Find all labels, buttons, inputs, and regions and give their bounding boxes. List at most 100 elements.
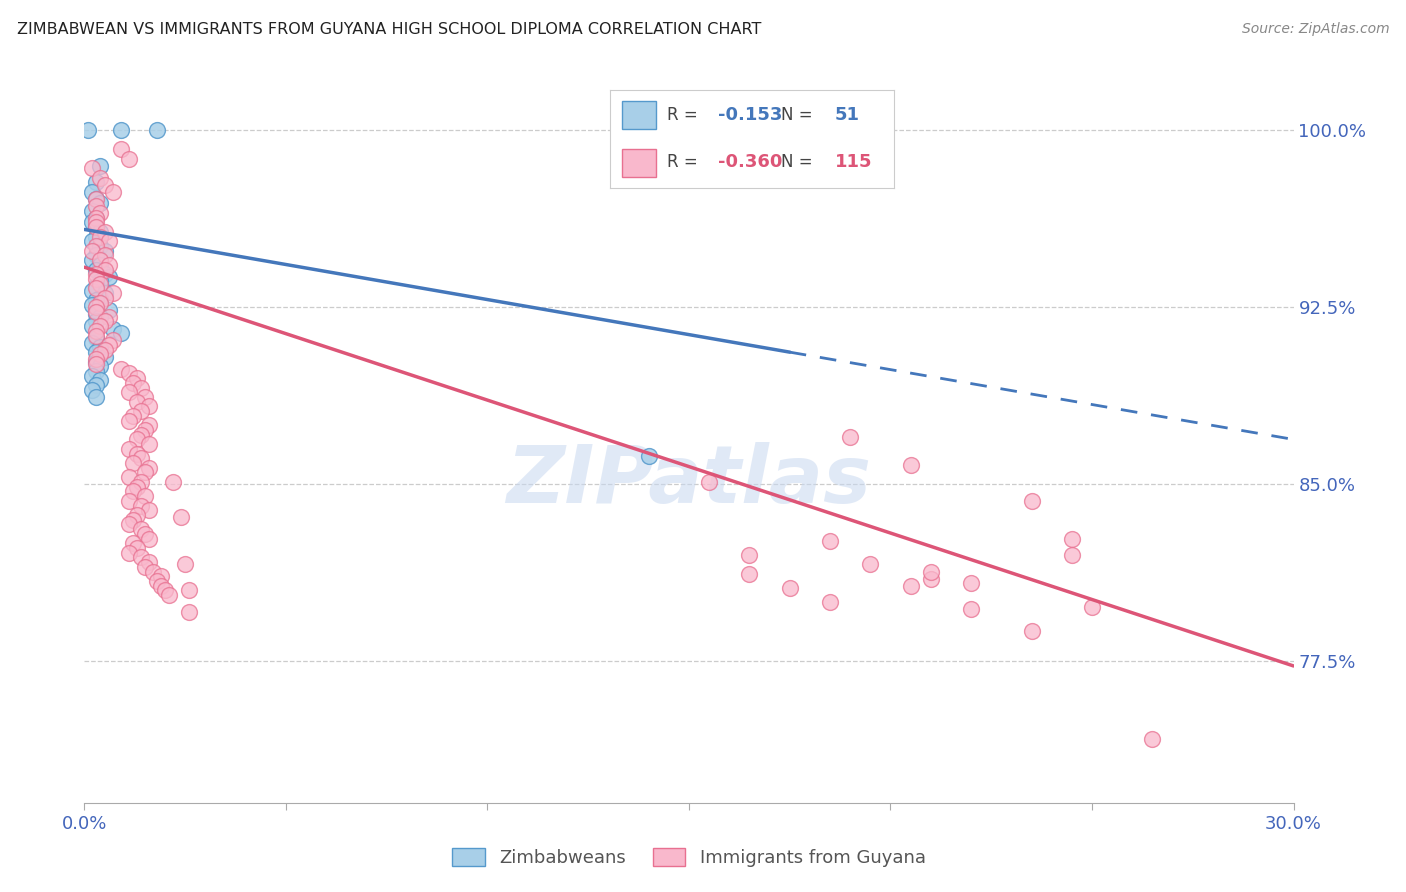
Point bbox=[97, 310, 120, 324]
Point bbox=[134, 466, 156, 480]
Text: ZIMBABWEAN VS IMMIGRANTS FROM GUYANA HIGH SCHOOL DIPLOMA CORRELATION CHART: ZIMBABWEAN VS IMMIGRANTS FROM GUYANA HIG… bbox=[17, 22, 761, 37]
Point bbox=[179, 605, 201, 619]
Point bbox=[118, 470, 141, 484]
Point bbox=[82, 335, 104, 350]
Point bbox=[97, 269, 120, 284]
Point bbox=[97, 302, 120, 317]
Point bbox=[86, 175, 108, 189]
Point bbox=[818, 595, 841, 609]
Point bbox=[86, 301, 108, 315]
Point bbox=[89, 159, 111, 173]
Point bbox=[162, 475, 184, 489]
Point bbox=[859, 558, 882, 572]
Point bbox=[86, 239, 108, 253]
Point bbox=[86, 192, 108, 206]
Point bbox=[129, 550, 152, 565]
Point bbox=[129, 427, 152, 442]
Point bbox=[129, 380, 152, 394]
Point bbox=[82, 185, 104, 199]
Point bbox=[89, 347, 111, 361]
Point bbox=[129, 404, 152, 418]
Point bbox=[86, 328, 108, 343]
Point bbox=[121, 536, 143, 550]
Point bbox=[77, 123, 100, 137]
Point bbox=[142, 565, 165, 579]
Point bbox=[93, 225, 115, 239]
Point bbox=[97, 258, 120, 272]
Point bbox=[82, 298, 104, 312]
Point bbox=[86, 390, 108, 404]
Point bbox=[89, 170, 111, 185]
Point bbox=[97, 234, 120, 248]
Point bbox=[86, 272, 108, 286]
Point bbox=[125, 433, 148, 447]
Point bbox=[738, 548, 761, 562]
Point bbox=[86, 192, 108, 206]
Point bbox=[960, 576, 983, 591]
Point bbox=[86, 314, 108, 328]
Point bbox=[129, 451, 152, 466]
Point bbox=[93, 291, 115, 305]
Point bbox=[118, 442, 141, 456]
Point bbox=[138, 532, 160, 546]
Point bbox=[86, 345, 108, 359]
Point bbox=[89, 196, 111, 211]
Point bbox=[118, 546, 141, 560]
Point bbox=[97, 338, 120, 352]
Point bbox=[118, 367, 141, 381]
Point bbox=[1021, 493, 1043, 508]
Point bbox=[86, 281, 108, 295]
Point bbox=[86, 352, 108, 367]
Point bbox=[179, 583, 201, 598]
Point bbox=[134, 526, 156, 541]
Point bbox=[82, 383, 104, 397]
Point bbox=[93, 286, 115, 301]
Point bbox=[1142, 732, 1164, 747]
Point bbox=[920, 565, 942, 579]
Point bbox=[101, 286, 124, 301]
Point bbox=[121, 484, 143, 499]
Point bbox=[1081, 599, 1104, 614]
Point bbox=[138, 503, 160, 517]
Point bbox=[93, 248, 115, 262]
Point bbox=[93, 178, 115, 192]
Point bbox=[86, 378, 108, 392]
Point bbox=[86, 293, 108, 308]
Point bbox=[738, 566, 761, 581]
Point bbox=[86, 215, 108, 229]
Point bbox=[110, 326, 132, 341]
Point bbox=[89, 274, 111, 288]
Point bbox=[93, 262, 115, 277]
Point bbox=[134, 559, 156, 574]
Point bbox=[121, 513, 143, 527]
Point bbox=[134, 489, 156, 503]
Point bbox=[86, 211, 108, 225]
Point bbox=[86, 229, 108, 244]
Point bbox=[125, 371, 148, 385]
Point bbox=[82, 203, 104, 218]
Point bbox=[89, 291, 111, 305]
Point bbox=[110, 123, 132, 137]
Point bbox=[89, 310, 111, 324]
Point bbox=[89, 277, 111, 291]
Point bbox=[82, 244, 104, 258]
Point bbox=[93, 244, 115, 258]
Point bbox=[89, 258, 111, 272]
Point bbox=[89, 295, 111, 310]
Point bbox=[118, 517, 141, 532]
Point bbox=[138, 555, 160, 569]
Point bbox=[174, 558, 197, 572]
Point bbox=[149, 569, 172, 583]
Point bbox=[138, 437, 160, 451]
Point bbox=[89, 229, 111, 244]
Legend: Zimbabweans, Immigrants from Guyana: Zimbabweans, Immigrants from Guyana bbox=[444, 841, 934, 874]
Point bbox=[86, 364, 108, 378]
Point bbox=[101, 334, 124, 348]
Point bbox=[129, 475, 152, 489]
Point bbox=[89, 206, 111, 220]
Point bbox=[121, 409, 143, 423]
Point bbox=[138, 460, 160, 475]
Point bbox=[89, 319, 111, 334]
Point bbox=[89, 253, 111, 268]
Point bbox=[86, 220, 108, 235]
